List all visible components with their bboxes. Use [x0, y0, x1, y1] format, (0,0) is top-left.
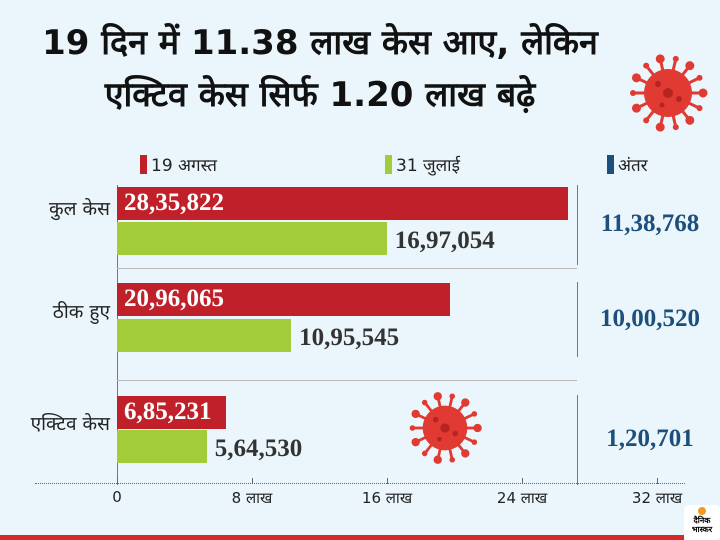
bar-aug	[117, 396, 226, 429]
legend-swatch	[385, 155, 392, 174]
x-tick-mark	[252, 478, 253, 484]
x-tick-mark	[117, 478, 118, 484]
x-tick-label: 24 लाख	[496, 489, 548, 507]
value-label-aug: 20,96,065	[124, 285, 224, 312]
bottom-strip	[0, 535, 684, 540]
divider	[117, 380, 577, 381]
value-label-jul: 5,64,530	[214, 435, 303, 462]
value-label-jul: 16,97,054	[394, 227, 495, 254]
x-tick-mark	[387, 478, 388, 484]
diff-value: 10,00,520	[600, 305, 700, 332]
virus-icon	[409, 392, 482, 464]
value-label-aug: 28,35,822	[124, 189, 224, 216]
x-axis	[35, 483, 685, 484]
title-line-2: एक्टिव केस सिर्फ 1.20 लाख बढ़े	[104, 75, 536, 115]
diff-value: 11,38,768	[600, 210, 700, 237]
legend-aug: 19 अगस्त	[140, 153, 217, 176]
legend-swatch	[140, 155, 147, 174]
category-label: एक्टिव केस	[30, 413, 110, 435]
diff-value: 1,20,701	[606, 425, 694, 452]
legend-label: 19 अगस्त	[151, 156, 217, 176]
x-tick-mark	[657, 478, 658, 484]
divider	[117, 268, 577, 269]
x-tick-label: 0	[112, 488, 122, 506]
x-tick-mark	[522, 478, 523, 484]
divider	[577, 185, 578, 265]
legend-diff: अंतर	[607, 153, 648, 176]
divider	[577, 282, 578, 357]
legend-label: 31 जुलाई	[396, 156, 460, 176]
dainik-bhaskar-logo: दैनिक भास्कर	[684, 505, 720, 540]
category-label: ठीक हुए	[52, 301, 110, 323]
bar-aug	[117, 283, 451, 316]
virus-icon	[630, 54, 708, 132]
x-tick-label: 32 लाख	[631, 489, 683, 507]
x-tick-label: 8 लाख	[231, 489, 273, 507]
x-tick-label: 16 लाख	[361, 489, 413, 507]
bar-aug	[117, 187, 568, 220]
legend-swatch	[607, 155, 614, 174]
legend-label: अंतर	[618, 156, 648, 176]
bar-jul	[117, 319, 292, 352]
bar-jul	[117, 430, 207, 463]
divider	[577, 395, 578, 485]
legend-jul: 31 जुलाई	[385, 153, 460, 176]
category-label: कुल केस	[49, 198, 110, 220]
bar-jul	[117, 222, 387, 255]
value-label-jul: 10,95,545	[299, 324, 400, 351]
value-label-aug: 6,85,231	[124, 398, 212, 425]
title-line-1: 19 दिन में 11.38 लाख केस आए, लेकिन	[42, 23, 598, 63]
